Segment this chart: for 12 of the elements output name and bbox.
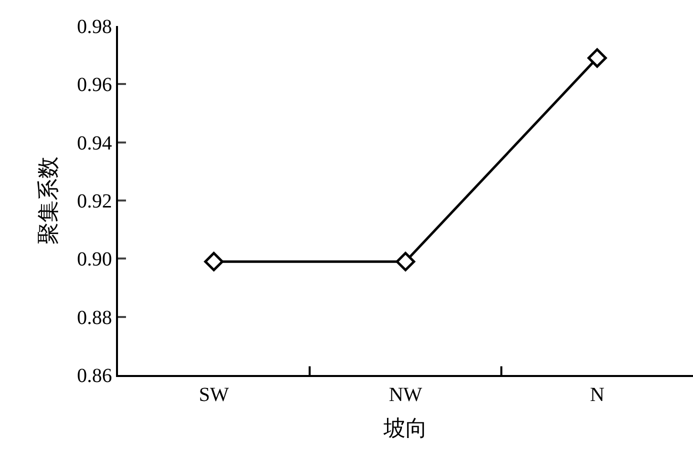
y-tick-label: 0.86 xyxy=(77,365,112,387)
y-axis-title: 聚集系数 xyxy=(35,156,60,244)
x-tick-label: NW xyxy=(388,384,422,406)
x-tick-label: N xyxy=(590,384,604,406)
x-axis-title: 坡向 xyxy=(382,415,428,440)
y-tick-label: 0.90 xyxy=(77,248,112,271)
y-tick-label: 0.98 xyxy=(77,16,112,38)
y-tick-label: 0.92 xyxy=(77,190,112,212)
y-tick-label: 0.94 xyxy=(77,132,112,154)
y-tick-label: 0.88 xyxy=(77,306,112,329)
y-tick-label: 0.96 xyxy=(77,74,112,96)
x-tick-label: SW xyxy=(198,384,229,406)
